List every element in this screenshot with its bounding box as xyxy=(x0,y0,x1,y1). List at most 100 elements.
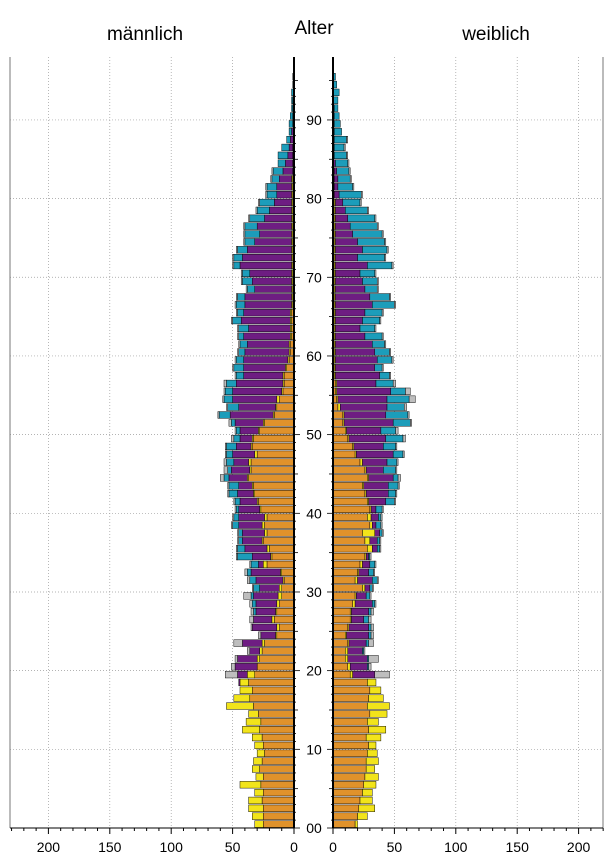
bar-male-unbekannt xyxy=(258,631,262,639)
bar-male-unbekannt xyxy=(243,230,246,238)
bar-male-verheiratet xyxy=(228,474,248,482)
bar-male-verheiratet xyxy=(248,324,291,333)
title-age: Alter xyxy=(294,18,334,39)
bar-female-verwitwet xyxy=(385,411,409,419)
bar-male-unbekannt xyxy=(236,552,238,561)
bar-female-unbekannt xyxy=(392,379,396,388)
bar-female-unbekannt xyxy=(374,269,377,277)
bar-female-verheiratet xyxy=(335,277,363,285)
bar-female-verheiratet xyxy=(369,537,378,545)
bar-female-geschieden xyxy=(354,576,358,584)
bar-male-verheiratet xyxy=(254,285,292,293)
bar-male-ledig xyxy=(271,552,295,561)
bar-female-geschieden xyxy=(345,647,348,655)
bar-female-verwitwet xyxy=(369,293,390,301)
bar-female-verwitwet xyxy=(376,537,380,545)
bar-male-unbekannt xyxy=(225,450,227,458)
bar-female-verheiratet xyxy=(351,615,364,624)
bar-female-ledig xyxy=(332,545,368,553)
bar-male-ledig xyxy=(281,568,295,576)
bar-male-unbekannt xyxy=(240,277,243,285)
bar-male-unbekannt xyxy=(223,458,227,466)
bar-female-verheiratet xyxy=(336,379,377,388)
bar-male-verheiratet xyxy=(274,198,292,207)
bar-female-geschieden xyxy=(367,718,379,726)
age-tick-label: 00 xyxy=(306,820,322,836)
bar-female-verwitwet xyxy=(362,246,388,254)
bar-female-verheiratet xyxy=(363,482,389,490)
bar-female-verwitwet xyxy=(375,505,383,513)
bar-female-verwitwet xyxy=(375,521,382,529)
bar-female-verheiratet xyxy=(351,608,369,616)
bar-male-unbekannt xyxy=(248,214,251,222)
bar-male-verwitwet xyxy=(250,560,259,569)
bar-female-ledig xyxy=(332,710,371,718)
bar-male-ledig xyxy=(261,647,295,655)
bar-male-verheiratet xyxy=(229,411,274,419)
bar-female-unbekannt xyxy=(389,293,391,301)
bar-male-unbekannt xyxy=(238,340,241,348)
bar-female-ledig xyxy=(332,749,368,757)
bar-female-unbekannt xyxy=(395,490,398,498)
bar-male-geschieden xyxy=(252,812,264,820)
bar-female-verheiratet xyxy=(364,584,371,592)
bar-male-unbekannt xyxy=(234,372,237,380)
bar-male-ledig xyxy=(279,395,295,403)
bar-female-verwitwet xyxy=(386,458,398,466)
bar-male-verwitwet xyxy=(225,387,233,395)
bar-male-ledig xyxy=(260,781,295,789)
bar-female-unbekannt xyxy=(372,584,374,592)
bar-female-verwitwet xyxy=(359,269,375,277)
bar-female-verwitwet xyxy=(365,639,369,647)
bar-male-unbekannt xyxy=(233,497,236,506)
age-tick-label: 90 xyxy=(306,112,322,128)
bar-female-unbekannt xyxy=(405,387,411,395)
bar-female-unbekannt xyxy=(408,395,416,403)
bar-male-verheiratet xyxy=(287,151,293,159)
bar-male-verheiratet xyxy=(243,364,286,372)
bar-female-ledig xyxy=(332,615,351,624)
bar-female-ledig xyxy=(332,608,351,616)
bar-female-verwitwet xyxy=(334,112,340,120)
bar-female-ledig xyxy=(332,804,360,812)
bar-female-verwitwet xyxy=(368,568,374,576)
bar-male-ledig xyxy=(258,710,295,718)
bar-female-verwitwet xyxy=(347,214,375,222)
bar-male-verwitwet xyxy=(236,372,244,380)
bar-female-verheiratet xyxy=(343,411,387,419)
bar-female-verwitwet xyxy=(376,545,380,553)
bar-male-verheiratet xyxy=(243,356,289,364)
bar-male-unbekannt xyxy=(270,175,273,183)
bar-female-verwitwet xyxy=(379,372,390,380)
bar-female-verheiratet xyxy=(368,474,394,482)
bar-female-ledig xyxy=(332,670,351,679)
bar-male-ledig xyxy=(276,403,295,411)
bar-female-unbekannt xyxy=(395,442,398,451)
bar-female-ledig xyxy=(332,600,353,608)
bar-female-ledig xyxy=(332,513,368,521)
bar-female-verheiratet xyxy=(335,206,346,215)
bar-male-ledig xyxy=(260,718,295,726)
bar-male-unbekannt xyxy=(237,324,239,333)
bar-male-verwitwet xyxy=(228,490,238,498)
bar-female-unbekannt xyxy=(374,214,377,222)
bar-female-verheiratet xyxy=(348,434,387,443)
female-x-tick-label: 100 xyxy=(444,839,468,855)
bar-female-verwitwet xyxy=(374,364,383,372)
bar-male-unbekannt xyxy=(247,576,251,584)
bar-male-verwitwet xyxy=(233,261,241,270)
bar-female-unbekannt xyxy=(381,230,384,238)
bar-male-verwitwet xyxy=(272,167,284,175)
bar-female-verheiratet xyxy=(335,269,361,277)
bar-female-ledig xyxy=(332,552,366,561)
bar-female-verwitwet xyxy=(379,529,383,537)
bar-male-geschieden xyxy=(271,615,275,624)
bar-female-verwitwet xyxy=(369,560,375,569)
bar-female-ledig xyxy=(332,678,368,687)
bar-female-verwitwet xyxy=(368,608,372,616)
bar-male-verwitwet xyxy=(253,608,257,616)
bar-male-ledig xyxy=(254,490,295,498)
bar-male-verwitwet xyxy=(218,411,231,419)
bar-male-verheiratet xyxy=(238,678,241,687)
